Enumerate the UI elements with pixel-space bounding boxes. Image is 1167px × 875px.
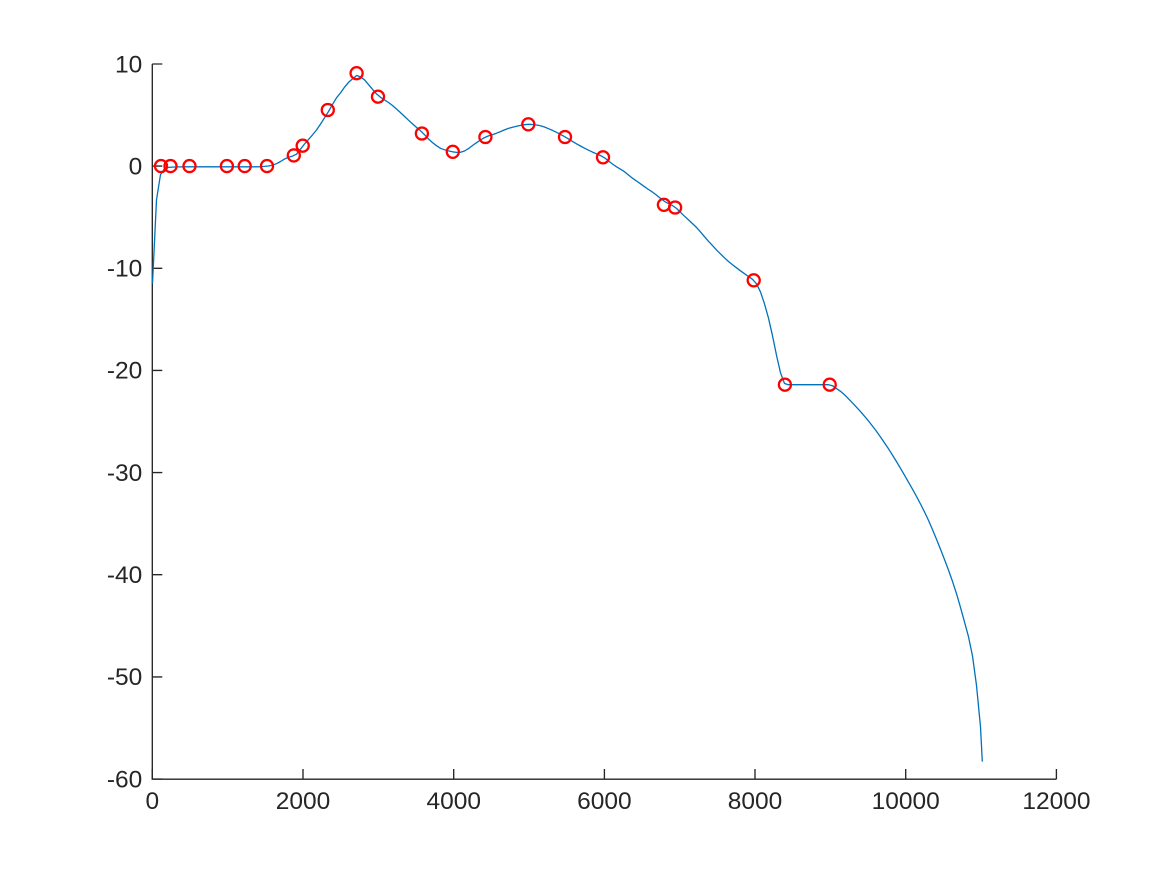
- svg-text:-60: -60: [107, 766, 142, 793]
- svg-text:8000: 8000: [728, 788, 783, 815]
- svg-text:12000: 12000: [1022, 788, 1090, 815]
- svg-text:2000: 2000: [276, 788, 331, 815]
- svg-text:-10: -10: [107, 256, 142, 283]
- svg-text:-30: -30: [107, 460, 142, 487]
- svg-text:-40: -40: [107, 562, 142, 589]
- svg-text:10000: 10000: [872, 788, 940, 815]
- svg-text:0: 0: [145, 788, 159, 815]
- svg-text:4000: 4000: [426, 788, 481, 815]
- svg-text:10: 10: [115, 51, 142, 78]
- svg-text:6000: 6000: [577, 788, 632, 815]
- svg-text:-50: -50: [107, 664, 142, 691]
- svg-text:-20: -20: [107, 358, 142, 385]
- svg-text:0: 0: [129, 153, 143, 180]
